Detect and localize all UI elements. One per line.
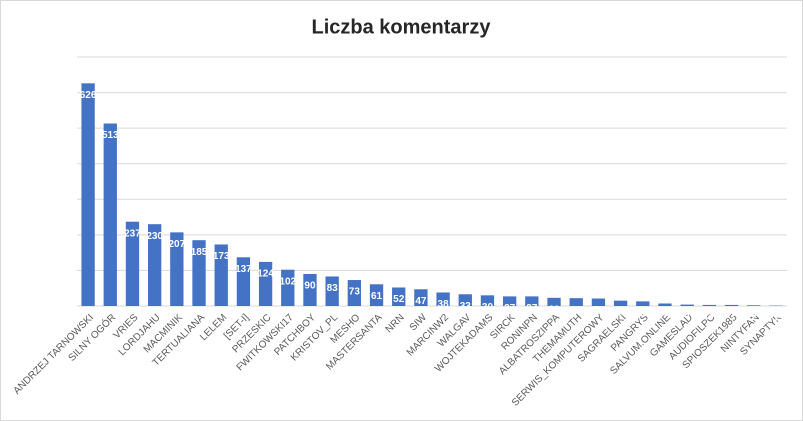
bar: [148, 224, 162, 306]
bar: [103, 123, 117, 306]
value-label: 230: [146, 231, 163, 242]
bar: [458, 294, 472, 306]
value-label: 13: [637, 308, 649, 319]
bar: [303, 273, 317, 306]
value-label: 83: [327, 283, 339, 294]
value-label: 124: [257, 269, 274, 280]
value-label: 30: [482, 302, 494, 313]
bar: [591, 298, 606, 306]
bar: [125, 221, 140, 306]
bar: [525, 296, 539, 306]
bar: [170, 232, 184, 306]
value-label: 102: [279, 276, 296, 287]
value-label: 33: [460, 301, 472, 312]
bar: [658, 303, 672, 306]
value-label: 3: [729, 312, 735, 323]
bar: [192, 240, 206, 306]
bar: [702, 304, 716, 306]
value-label: 237: [124, 228, 141, 239]
bar: [81, 83, 95, 306]
value-label: 7: [662, 310, 668, 321]
bar: [724, 304, 739, 306]
chart-title: Liczba komentarzy: [312, 16, 492, 38]
bar: [392, 287, 406, 306]
bar: [281, 269, 295, 306]
bar: [613, 300, 628, 306]
bar: [436, 292, 450, 306]
value-label: 27: [526, 303, 538, 314]
bar: [747, 305, 761, 306]
value-label: 15: [615, 307, 627, 318]
value-label: 1: [773, 312, 779, 323]
value-label: 2: [751, 312, 757, 323]
value-label: 38: [438, 299, 450, 310]
bar: [547, 297, 561, 306]
value-label: 27: [504, 303, 516, 314]
bar: [414, 289, 428, 306]
value-label: 21: [593, 305, 605, 316]
value-label: 61: [371, 291, 383, 302]
bar: [369, 284, 384, 306]
bar: [503, 296, 517, 306]
value-label: 73: [349, 287, 361, 298]
value-label: 23: [548, 304, 560, 315]
value-label: 207: [169, 239, 186, 250]
bar: [680, 304, 694, 306]
value-label: 90: [304, 281, 316, 292]
value-label: 173: [213, 251, 230, 262]
value-label: 513: [102, 130, 119, 141]
bar: [636, 301, 650, 306]
value-label: 4: [684, 311, 690, 322]
value-label: 52: [393, 294, 405, 305]
value-label: 3: [707, 312, 713, 323]
value-label: 22: [571, 305, 583, 316]
value-label: 47: [415, 296, 427, 307]
value-label: 626: [80, 90, 97, 101]
bar: [569, 298, 583, 306]
bar: [347, 280, 361, 306]
bar: [214, 244, 228, 306]
bar: [480, 295, 495, 306]
value-label: 185: [191, 247, 208, 258]
bar: [258, 261, 273, 306]
value-label: 137: [235, 264, 252, 275]
bar: [236, 257, 251, 306]
bar: [325, 276, 339, 306]
